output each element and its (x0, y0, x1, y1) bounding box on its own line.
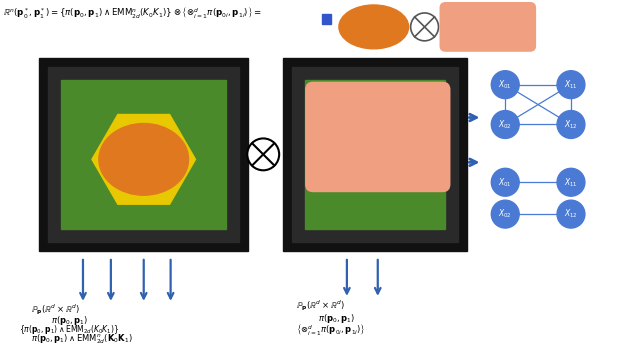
Bar (48, 67, 239, 242)
Text: $\mathbb{P}_\mathbf{p}(\mathbb{R}^d \times \mathbb{R}^d)$: $\mathbb{P}_\mathbf{p}(\mathbb{R}^d \tim… (296, 299, 345, 313)
Text: $\mathbb{R}^n(\mathbf{p}_0^*, \mathbf{p}_1^*) = \left\{\pi(\mathbf{p}_0, \mathbf: $\mathbb{R}^n(\mathbf{p}_0^*, \mathbf{p}… (3, 6, 262, 20)
Text: $X_{01}$: $X_{01}$ (499, 176, 512, 188)
Circle shape (247, 138, 279, 170)
FancyBboxPatch shape (305, 82, 451, 192)
Circle shape (492, 200, 519, 228)
Circle shape (557, 200, 585, 228)
Circle shape (492, 71, 519, 99)
Text: $\pi(\mathbf{p}_0, \mathbf{p}_1)$: $\pi(\mathbf{p}_0, \mathbf{p}_1)$ (51, 314, 88, 327)
Circle shape (557, 111, 585, 138)
Circle shape (411, 13, 438, 41)
Ellipse shape (99, 124, 189, 195)
FancyBboxPatch shape (440, 2, 536, 52)
Text: $\pi(\mathbf{p}_0, \mathbf{p}_1)$: $\pi(\mathbf{p}_0, \mathbf{p}_1)$ (318, 312, 355, 325)
Circle shape (557, 71, 585, 99)
Bar (283, 58, 467, 251)
Bar (322, 14, 331, 24)
Text: $X_{11}$: $X_{11}$ (564, 176, 578, 188)
Text: $\mathbb{P}_\mathbf{p}(\mathbb{R}^d \times \mathbb{R}^d)$: $\mathbb{P}_\mathbf{p}(\mathbb{R}^d \tim… (31, 303, 80, 317)
Bar (39, 58, 248, 251)
Polygon shape (92, 115, 195, 204)
Text: $X_{02}$: $X_{02}$ (499, 118, 512, 131)
Text: $\pi(\mathbf{p}_0, \mathbf{p}_1) \wedge \mathrm{EMM}^n_{2d}(\mathbf{K}_0\mathbf{: $\pi(\mathbf{p}_0, \mathbf{p}_1) \wedge … (31, 332, 133, 346)
Text: $X_{12}$: $X_{12}$ (564, 208, 578, 220)
Text: $\left\{\otimes_{i=1}^d \pi(\mathbf{p}_{0i}, \mathbf{p}_{1i})\right\}$: $\left\{\otimes_{i=1}^d \pi(\mathbf{p}_{… (296, 322, 365, 337)
Text: $X_{12}$: $X_{12}$ (564, 118, 578, 131)
Text: $X_{02}$: $X_{02}$ (499, 208, 512, 220)
Text: $X_{11}$: $X_{11}$ (564, 78, 578, 91)
Text: $X_{01}$: $X_{01}$ (499, 78, 512, 91)
Circle shape (557, 168, 585, 196)
Circle shape (492, 168, 519, 196)
Bar (305, 80, 445, 229)
Ellipse shape (339, 5, 408, 49)
Text: $\left\{\pi(\mathbf{p}_0, \mathbf{p}_1) \wedge \mathrm{EMM}_{2d}(K_0K_1)\right\}: $\left\{\pi(\mathbf{p}_0, \mathbf{p}_1) … (19, 323, 120, 336)
Bar (61, 80, 227, 229)
Circle shape (492, 111, 519, 138)
Bar (292, 67, 458, 242)
